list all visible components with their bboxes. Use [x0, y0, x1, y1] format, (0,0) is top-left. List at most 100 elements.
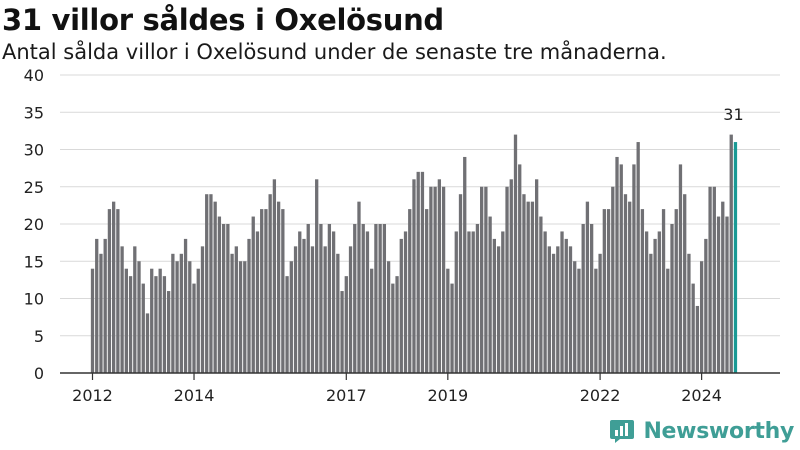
newsworthy-logo: Newsworthy	[609, 418, 794, 444]
bar	[560, 231, 564, 373]
bar	[272, 179, 277, 373]
bar	[399, 238, 403, 373]
bar	[450, 283, 454, 373]
bar	[378, 224, 382, 373]
bar	[441, 186, 446, 373]
y-tick-label: 10	[24, 290, 44, 309]
bar	[666, 268, 670, 373]
newsworthy-logo-icon	[610, 420, 635, 443]
bar	[137, 261, 141, 373]
bar	[543, 231, 547, 373]
bar	[133, 246, 137, 373]
bar	[712, 186, 716, 373]
bar	[623, 194, 628, 373]
bar	[678, 164, 683, 373]
bar	[670, 224, 674, 373]
bar	[649, 253, 653, 373]
bar	[348, 246, 353, 373]
y-tick-label: 40	[24, 66, 44, 85]
bar	[120, 246, 124, 373]
bar	[374, 224, 378, 373]
bar	[611, 186, 615, 373]
bar	[403, 231, 408, 373]
bar	[480, 186, 484, 373]
bar	[268, 194, 272, 373]
bar	[454, 231, 458, 373]
bar	[509, 179, 513, 373]
bar	[636, 142, 640, 373]
bar	[661, 209, 666, 373]
bar	[653, 238, 657, 373]
x-tick-label: 2017	[326, 386, 367, 405]
bar	[310, 246, 315, 373]
bar	[433, 186, 437, 373]
bar	[429, 186, 433, 373]
bar	[484, 186, 488, 373]
bar	[331, 231, 336, 373]
bar	[606, 209, 611, 373]
bar	[695, 305, 700, 373]
bar	[721, 201, 725, 373]
bar	[556, 246, 560, 373]
bar	[501, 231, 505, 373]
bar	[395, 276, 399, 373]
bar	[729, 134, 733, 373]
bar	[226, 224, 230, 373]
x-tick-label: 2014	[174, 386, 215, 405]
bar	[357, 201, 361, 373]
bar	[598, 253, 602, 373]
bar	[657, 231, 661, 373]
bar	[674, 209, 678, 373]
bar	[568, 246, 573, 373]
bar-highlighted	[733, 142, 738, 373]
bar	[289, 261, 293, 373]
x-tick-label: 2024	[681, 386, 722, 405]
bar	[150, 268, 154, 373]
annotations: 31	[723, 105, 743, 124]
y-tick-label: 15	[24, 252, 44, 271]
bar	[628, 201, 632, 373]
bar	[276, 201, 281, 373]
x-tick-label: 2012	[72, 386, 113, 405]
bar	[644, 231, 649, 373]
bar	[124, 268, 128, 373]
bar	[589, 224, 594, 373]
bar	[640, 209, 645, 373]
bar	[496, 246, 501, 373]
bar	[391, 283, 395, 373]
bar	[437, 179, 442, 373]
bar	[285, 276, 289, 373]
bar	[535, 179, 539, 373]
bar	[141, 283, 145, 373]
y-axis: 0 5 10 15 20 25 30 35 40	[24, 66, 44, 383]
y-tick-label: 20	[24, 215, 44, 234]
bars	[90, 134, 738, 373]
bar	[306, 224, 310, 373]
bar	[704, 238, 708, 373]
bar	[213, 201, 217, 373]
bar	[412, 179, 416, 373]
bar	[708, 186, 712, 373]
bar	[162, 276, 167, 373]
chart-subtitle: Antal sålda villor i Oxelösund under de …	[2, 40, 667, 64]
bar	[302, 238, 306, 373]
bar	[370, 268, 374, 373]
bar	[382, 224, 387, 373]
gridlines	[60, 74, 780, 337]
bar	[196, 268, 200, 373]
bar	[327, 224, 332, 373]
bar	[209, 194, 213, 373]
bar	[619, 164, 623, 373]
bar	[716, 216, 721, 373]
bar	[518, 164, 522, 373]
bar	[687, 253, 691, 373]
bar	[221, 224, 226, 373]
bar	[573, 261, 577, 373]
bar	[615, 156, 619, 373]
bar	[234, 246, 238, 373]
bar	[386, 261, 391, 373]
bar	[463, 156, 467, 373]
bar	[577, 268, 581, 373]
bar	[154, 276, 158, 373]
